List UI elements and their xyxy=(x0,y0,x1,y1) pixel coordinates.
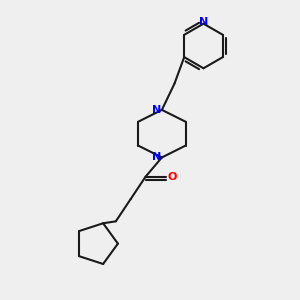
Text: N: N xyxy=(199,17,208,27)
Text: N: N xyxy=(152,105,161,115)
Text: O: O xyxy=(167,172,176,182)
Text: N: N xyxy=(152,152,161,162)
